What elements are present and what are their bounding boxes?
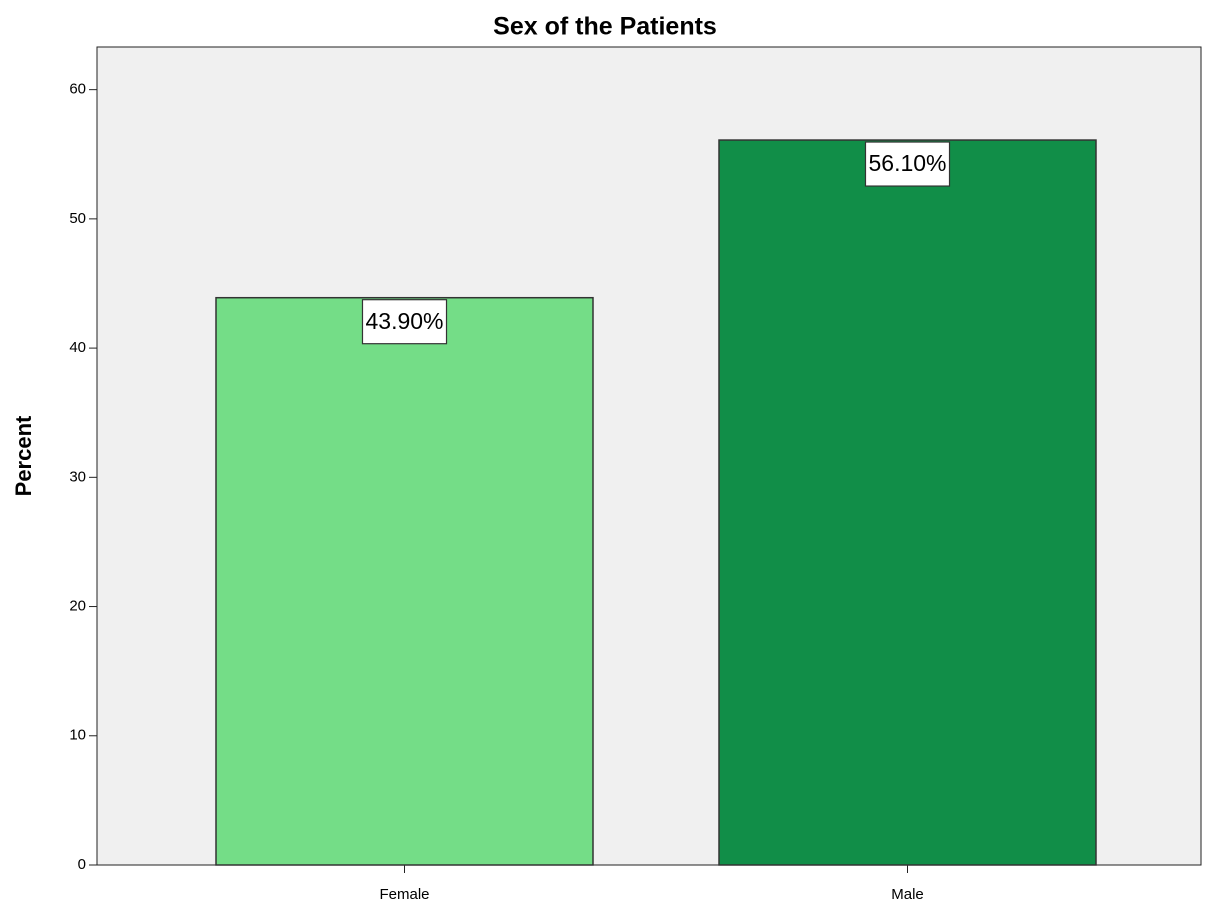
- value-label: 43.90%: [365, 308, 443, 334]
- bar: [215, 296, 594, 866]
- x-tick-label: Female: [379, 886, 429, 903]
- x-tick-label: Male: [891, 886, 924, 903]
- bar: [718, 139, 1097, 866]
- y-tick-label: 50: [69, 210, 86, 227]
- y-axis-label: Percent: [11, 415, 36, 496]
- y-tick-label: 30: [69, 468, 86, 485]
- y-tick-label: 20: [69, 598, 86, 615]
- y-tick-label: 0: [78, 856, 86, 873]
- y-tick-label: 10: [69, 727, 86, 744]
- y-tick-label: 40: [69, 339, 86, 356]
- value-label-box: [361, 299, 448, 345]
- value-label: 56.10%: [868, 150, 946, 176]
- value-label-box: [864, 141, 951, 187]
- y-tick-label: 60: [69, 81, 86, 98]
- chart-title: Sex of the Patients: [493, 13, 717, 41]
